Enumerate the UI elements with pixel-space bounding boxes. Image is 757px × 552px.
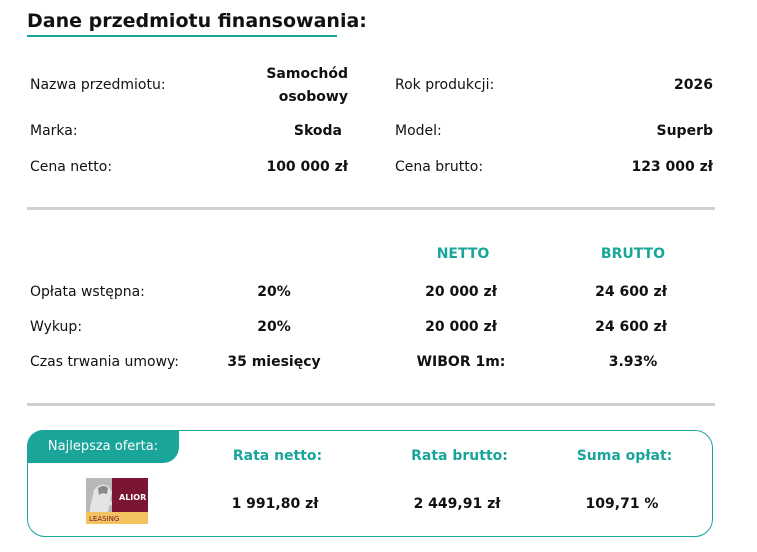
best-offer-card[interactable] (27, 430, 713, 537)
section-title: Dane przedmiotu finansowania: (27, 10, 367, 32)
down-payment-net: 20 000 zł (425, 284, 497, 300)
gross-price-label: Cena brutto: (395, 159, 484, 175)
subject-name-value-line1: Samochód (266, 66, 348, 82)
buyout-label: Wykup: (30, 319, 83, 335)
wibor-value: 3.93% (608, 354, 658, 370)
netto-header: NETTO (436, 246, 490, 262)
logo-brand-text: ALIOR (119, 493, 146, 502)
production-year-label: Rok produkcji: (395, 77, 495, 93)
net-price-value: 100 000 zł (266, 159, 348, 175)
contract-duration-label: Czas trwania umowy: (30, 354, 180, 370)
buyout-net: 20 000 zł (425, 319, 497, 335)
buyout-gross: 24 600 zł (595, 319, 667, 335)
title-underline (27, 35, 337, 37)
down-payment-percent: 20% (257, 284, 291, 300)
alior-leasing-logo: ALIOR LEASING (86, 478, 148, 524)
brand-value: Skoda (293, 123, 342, 139)
alior-leasing-logo-graphic: ALIOR LEASING (86, 478, 148, 524)
gross-price-value: 123 000 zł (631, 159, 713, 175)
wibor-label: WIBOR 1m: (416, 354, 506, 370)
net-rate-value: 1 991,80 zł (231, 496, 319, 512)
fees-sum-label: Suma opłat: (576, 448, 673, 464)
section-divider-1 (27, 207, 715, 210)
brand-label: Marka: (30, 123, 78, 139)
fees-sum-value: 109,71 % (585, 496, 659, 512)
brutto-header: BRUTTO (600, 246, 666, 262)
model-label: Model: (395, 123, 442, 139)
buyout-percent: 20% (257, 319, 291, 335)
model-value: Superb (656, 123, 714, 139)
best-offer-badge: Najlepsza oferta: (27, 430, 179, 463)
down-payment-label: Opłata wstępna: (30, 284, 145, 300)
gross-rate-value: 2 449,91 zł (413, 496, 501, 512)
subject-name-value-line2: osobowy (278, 89, 348, 105)
gross-rate-label: Rata brutto: (411, 448, 508, 464)
production-year-value: 2026 (674, 77, 713, 93)
down-payment-gross: 24 600 zł (595, 284, 667, 300)
subject-name-label: Nazwa przedmiotu: (30, 77, 166, 93)
net-rate-label: Rata netto: (232, 448, 323, 464)
logo-sub-text: LEASING (89, 515, 119, 523)
contract-duration-value: 35 miesięcy (227, 354, 321, 370)
section-divider-2 (27, 403, 715, 406)
net-price-label: Cena netto: (30, 159, 113, 175)
